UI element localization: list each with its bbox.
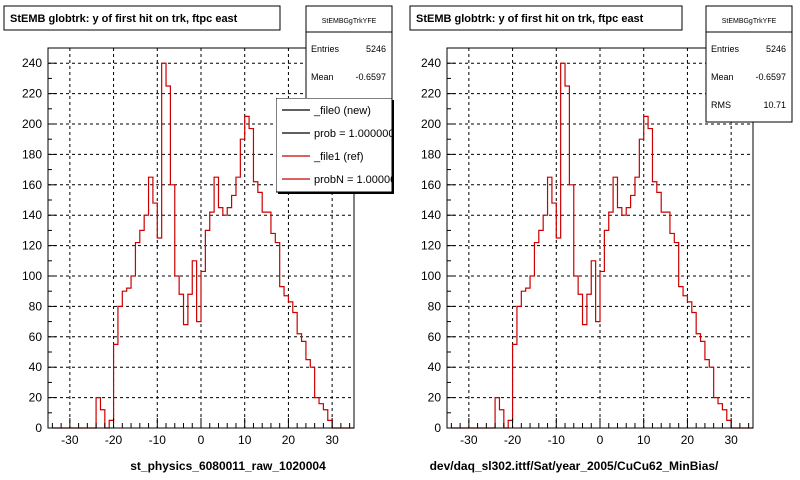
y-tick-label: 240 (22, 56, 42, 70)
stats-rms-value: 10.71 (763, 100, 786, 110)
stats-entries-value: 5246 (766, 44, 786, 54)
histogram-series-1 (52, 62, 354, 429)
y-tick-label: 80 (29, 299, 43, 313)
x-tick-label: -20 (105, 433, 123, 447)
stats-entries-value: 5246 (366, 44, 386, 54)
stats-name: StEMBGgTrkYFE (322, 18, 377, 25)
x-tick-label: -30 (460, 433, 478, 447)
y-tick-label: 220 (421, 87, 441, 101)
y-tick-label: 100 (421, 269, 441, 283)
x-axis-label: st_physics_6080011_raw_1020004 (130, 459, 326, 473)
x-tick-label: 0 (198, 433, 205, 447)
stats-name: StEMBGgTrkYFE (722, 18, 777, 25)
x-tick-label: 10 (238, 433, 252, 447)
legend-entry: _file1 (ref) (313, 151, 364, 163)
stats-mean-label: Mean (311, 72, 334, 82)
title-box (409, 5, 683, 31)
y-tick-label: 60 (428, 330, 442, 344)
legend-entry: _file0 (new) (313, 105, 371, 117)
y-tick-label: 140 (421, 208, 441, 222)
legend-entry: probN = 1.000000 (314, 174, 402, 186)
legend-box (276, 98, 393, 193)
y-tick-label: 20 (29, 391, 43, 405)
y-tick-label: 20 (428, 391, 442, 405)
stats-mean-value: -0.6597 (355, 72, 386, 82)
x-tick-label: -10 (548, 433, 566, 447)
y-tick-label: 160 (22, 178, 42, 192)
y-tick-label: 180 (22, 147, 42, 161)
y-tick-label: 140 (22, 208, 42, 222)
stats-rms-label: RMS (711, 100, 731, 110)
stats-mean-label: Mean (711, 72, 734, 82)
title-box (3, 5, 281, 31)
x-tick-label: 10 (637, 433, 651, 447)
y-tick-label: 200 (421, 117, 441, 131)
chart-title: StEMB globtrk: y of first hit on trk, ft… (416, 13, 644, 25)
stats-box (705, 5, 793, 123)
y-tick-label: 180 (421, 147, 441, 161)
y-tick-label: 100 (22, 269, 42, 283)
y-tick-label: 160 (421, 178, 441, 192)
histogram-series-1 (451, 62, 753, 429)
y-tick-label: 240 (421, 56, 441, 70)
x-tick-label: -30 (61, 433, 79, 447)
y-tick-label: 60 (29, 330, 43, 344)
x-axis-label: dev/daq_sl302.ittf/Sat/year_2005/CuCu62_… (430, 459, 719, 473)
x-tick-label: -10 (149, 433, 167, 447)
y-tick-label: 0 (434, 421, 441, 435)
y-tick-label: 40 (428, 360, 442, 374)
x-tick-label: 20 (681, 433, 695, 447)
x-tick-label: 30 (724, 433, 738, 447)
x-tick-label: 30 (325, 433, 339, 447)
x-tick-label: -20 (504, 433, 522, 447)
legend: _file0 (new) prob = 1.000000 _file1 (ref) p… (276, 98, 402, 194)
x-tick-label: 20 (282, 433, 296, 447)
x-tick-label: 0 (597, 433, 604, 447)
stats-entries-label: Entries (311, 44, 340, 54)
y-tick-label: 40 (29, 360, 43, 374)
stats-entries-label: Entries (711, 44, 740, 54)
legend-entry: prob = 1.000000 (314, 128, 394, 140)
y-tick-label: 120 (22, 239, 42, 253)
y-tick-label: 80 (428, 299, 442, 313)
y-tick-label: 220 (22, 87, 42, 101)
y-tick-label: 0 (35, 421, 42, 435)
chart-title: StEMB globtrk: y of first hit on trk, ft… (10, 13, 238, 25)
stats-mean-value: -0.6597 (755, 72, 786, 82)
y-tick-label: 200 (22, 117, 42, 131)
y-tick-label: 120 (421, 239, 441, 253)
